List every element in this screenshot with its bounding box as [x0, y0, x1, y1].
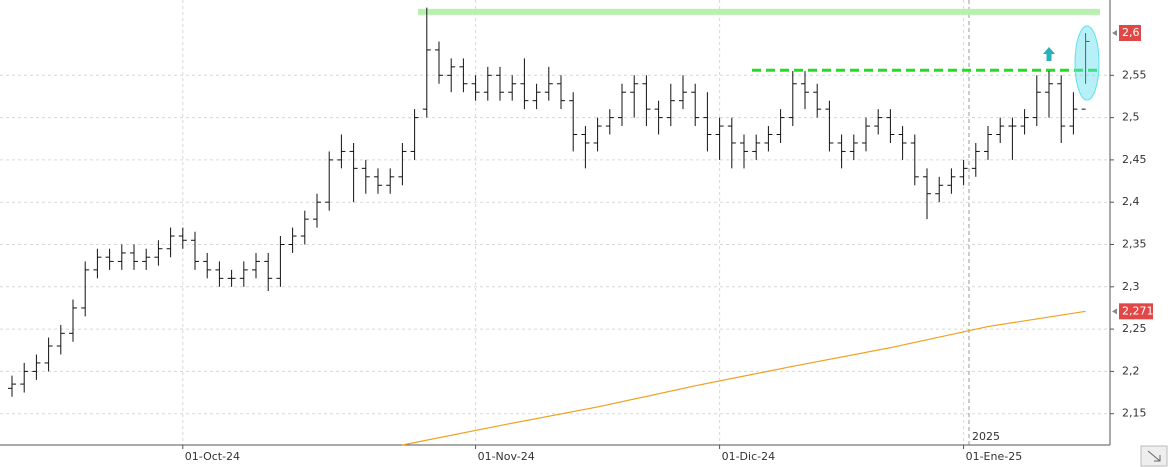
y-tick-label: 2,3 [1122, 280, 1140, 293]
y-tick-label: 2,2 [1122, 364, 1140, 377]
arrow-up [1043, 47, 1055, 61]
price-badge [1119, 24, 1141, 41]
price-label: 2,6 [1122, 26, 1140, 39]
price-label: 2,271 [1122, 304, 1154, 317]
price-pointer [1112, 29, 1117, 36]
price-pointer [1112, 308, 1117, 315]
x-tick-label: 01-Ene-25 [966, 450, 1023, 463]
y-tick-label: 2,35 [1122, 237, 1147, 250]
moving-average [402, 310, 1086, 446]
y-tick-label: 2,25 [1122, 322, 1147, 335]
y-tick-label: 2,45 [1122, 153, 1147, 166]
y-tick-label: 2,55 [1122, 68, 1147, 81]
corner-icon [1147, 450, 1161, 462]
price-badge [1119, 303, 1153, 320]
x-tick-label: 01-Oct-24 [185, 450, 240, 463]
y-tick-label: 2,5 [1122, 111, 1140, 124]
highlight-ellipse [1074, 25, 1100, 101]
y-tick-label: 2,15 [1122, 407, 1147, 420]
year-label: 2025 [972, 430, 1000, 443]
x-tick-label: 01-Dic-24 [722, 450, 776, 463]
x-tick-label: 01-Nov-24 [478, 450, 535, 463]
y-tick-label: 2,4 [1122, 195, 1140, 208]
